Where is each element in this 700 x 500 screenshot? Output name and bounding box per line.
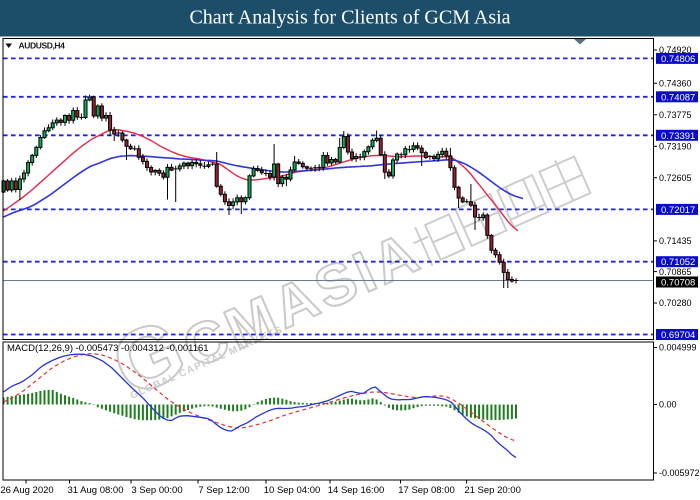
svg-text:26 Aug 2020: 26 Aug 2020 — [0, 485, 53, 496]
svg-text:0.73190: 0.73190 — [659, 142, 692, 152]
svg-text:21 Sep 20:00: 21 Sep 20:00 — [464, 485, 521, 496]
svg-text:10 Sep 04:00: 10 Sep 04:00 — [264, 485, 321, 496]
svg-text:0.74087: 0.74087 — [661, 92, 695, 103]
svg-text:0.70865: 0.70865 — [659, 267, 692, 277]
svg-text:0.74360: 0.74360 — [659, 79, 692, 89]
svg-text:31 Aug 08:00: 31 Aug 08:00 — [68, 485, 124, 496]
svg-text:0.00: 0.00 — [659, 400, 677, 410]
svg-text:7 Sep 12:00: 7 Sep 12:00 — [198, 485, 249, 496]
svg-text:0.72017: 0.72017 — [661, 205, 695, 216]
svg-text:AUDUSD,H4: AUDUSD,H4 — [19, 41, 66, 51]
svg-text:17 Sep 08:00: 17 Sep 08:00 — [398, 485, 455, 496]
svg-text:0.73391: 0.73391 — [661, 131, 695, 142]
svg-text:-0.005972: -0.005972 — [659, 468, 700, 478]
svg-text:Chart Analysis for Clients of: Chart Analysis for Clients of GCM Asia — [189, 7, 510, 29]
svg-text:0.69704: 0.69704 — [661, 330, 695, 341]
svg-text:0.70708: 0.70708 — [661, 278, 695, 289]
svg-text:0.74920: 0.74920 — [659, 45, 692, 55]
svg-text:0.71052: 0.71052 — [661, 257, 695, 268]
svg-text:3 Sep 00:00: 3 Sep 00:00 — [131, 485, 182, 496]
svg-text:MACD(12,26,9) -0.005473 -0.004: MACD(12,26,9) -0.005473 -0.004312 -0.001… — [7, 343, 209, 354]
svg-text:0.70280: 0.70280 — [659, 298, 692, 308]
svg-text:0.71435: 0.71435 — [659, 236, 692, 246]
svg-text:0.73775: 0.73775 — [659, 110, 692, 120]
svg-text:14 Sep 16:00: 14 Sep 16:00 — [328, 485, 385, 496]
svg-text:0.72605: 0.72605 — [659, 173, 692, 183]
svg-text:0.004999: 0.004999 — [659, 343, 697, 353]
svg-text:0.74806: 0.74806 — [661, 54, 695, 65]
